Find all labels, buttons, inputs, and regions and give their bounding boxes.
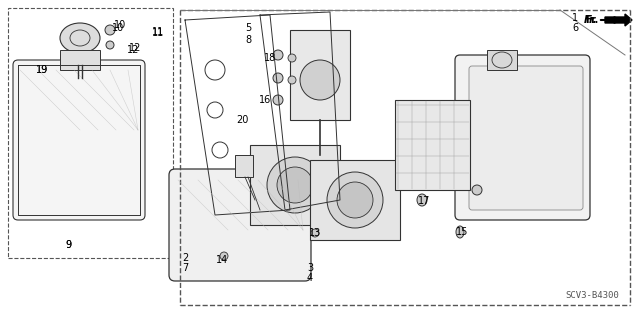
Ellipse shape bbox=[311, 229, 319, 237]
Text: 9: 9 bbox=[65, 240, 71, 250]
Ellipse shape bbox=[337, 182, 373, 218]
Text: 19: 19 bbox=[36, 65, 48, 75]
Ellipse shape bbox=[106, 41, 114, 49]
Text: 1: 1 bbox=[572, 13, 578, 23]
Bar bbox=[310, 160, 400, 240]
Text: 2: 2 bbox=[182, 253, 188, 263]
Text: 20: 20 bbox=[236, 115, 248, 125]
Text: Fr.: Fr. bbox=[585, 15, 598, 25]
Text: 16: 16 bbox=[259, 95, 271, 105]
Text: 13: 13 bbox=[309, 228, 321, 238]
Text: 6: 6 bbox=[572, 23, 578, 33]
Ellipse shape bbox=[220, 252, 228, 260]
Text: 11: 11 bbox=[152, 28, 164, 38]
Text: 8: 8 bbox=[245, 35, 251, 45]
Text: 5: 5 bbox=[245, 23, 251, 33]
Text: SCV3-B4300: SCV3-B4300 bbox=[565, 291, 619, 300]
Bar bbox=[395, 100, 470, 190]
Bar bbox=[60, 50, 100, 70]
Ellipse shape bbox=[277, 167, 313, 203]
Text: 9: 9 bbox=[65, 240, 71, 250]
Ellipse shape bbox=[417, 194, 427, 206]
Ellipse shape bbox=[302, 146, 338, 174]
Ellipse shape bbox=[456, 226, 464, 238]
Text: 10: 10 bbox=[114, 20, 126, 30]
Text: 19: 19 bbox=[36, 65, 48, 75]
Ellipse shape bbox=[60, 23, 100, 53]
Bar bbox=[235, 155, 253, 177]
Ellipse shape bbox=[472, 185, 482, 195]
Text: 3: 3 bbox=[307, 263, 313, 273]
Text: 18: 18 bbox=[264, 53, 276, 63]
FancyBboxPatch shape bbox=[455, 55, 590, 220]
Ellipse shape bbox=[267, 157, 323, 213]
Ellipse shape bbox=[273, 95, 283, 105]
Bar bbox=[8, 8, 173, 258]
Text: Fr.: Fr. bbox=[584, 15, 597, 25]
Bar bbox=[250, 145, 340, 225]
Ellipse shape bbox=[105, 25, 115, 35]
Text: 4: 4 bbox=[307, 273, 313, 283]
Text: 11: 11 bbox=[152, 27, 164, 37]
Ellipse shape bbox=[273, 73, 283, 83]
Ellipse shape bbox=[288, 76, 296, 84]
Text: 7: 7 bbox=[182, 263, 188, 273]
Text: 15: 15 bbox=[456, 227, 468, 237]
Text: 10: 10 bbox=[112, 23, 124, 33]
Polygon shape bbox=[605, 14, 632, 26]
Bar bbox=[487, 50, 517, 70]
Text: 17: 17 bbox=[418, 196, 430, 206]
FancyBboxPatch shape bbox=[13, 60, 145, 220]
Bar bbox=[290, 30, 350, 120]
Text: 14: 14 bbox=[216, 255, 228, 265]
Ellipse shape bbox=[288, 54, 296, 62]
FancyBboxPatch shape bbox=[469, 66, 583, 210]
Ellipse shape bbox=[327, 172, 383, 228]
Ellipse shape bbox=[273, 50, 283, 60]
Ellipse shape bbox=[300, 60, 340, 100]
Text: 12: 12 bbox=[129, 43, 141, 53]
FancyBboxPatch shape bbox=[169, 169, 311, 281]
Text: 12: 12 bbox=[127, 45, 139, 55]
